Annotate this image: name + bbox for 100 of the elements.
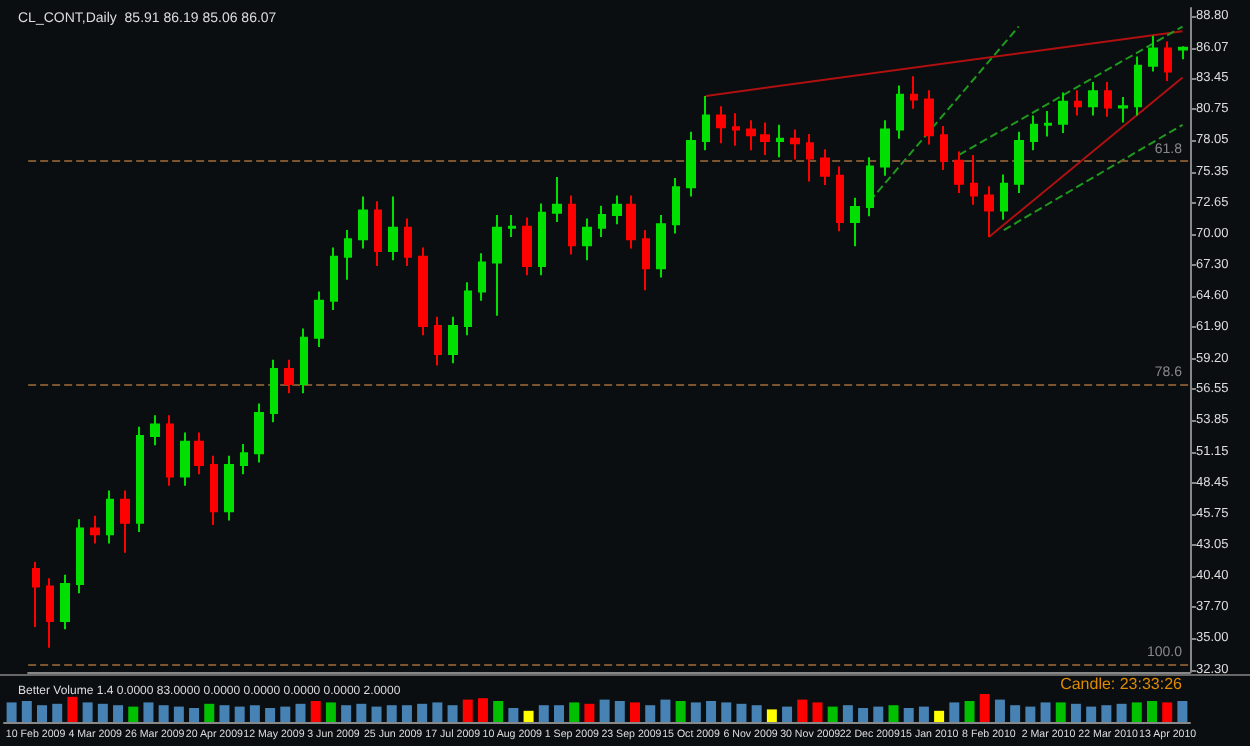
candlestick (776, 123, 784, 159)
bar (447, 705, 458, 722)
candlestick (478, 252, 486, 302)
candlestick (508, 214, 516, 239)
bar (569, 702, 580, 722)
candlestick (626, 194, 636, 250)
bar (538, 705, 549, 722)
bar (553, 705, 564, 722)
bar (37, 705, 48, 722)
candlestick (1134, 55, 1142, 117)
candlestick (568, 194, 576, 256)
candlestick (1118, 96, 1128, 124)
candlestick (284, 358, 294, 395)
candlestick (106, 489, 114, 545)
candlestick (656, 214, 666, 279)
candlestick (910, 75, 918, 110)
bar (1146, 701, 1157, 722)
bar (903, 708, 914, 722)
bar (113, 705, 124, 722)
bar (401, 705, 412, 722)
bar (934, 710, 945, 722)
candlestick (702, 94, 710, 152)
bar (325, 702, 336, 722)
bar (1116, 703, 1127, 722)
bar (219, 705, 230, 722)
bar (1025, 706, 1036, 722)
bar (477, 698, 488, 722)
candlestick (1058, 91, 1068, 134)
candlestick (166, 414, 174, 487)
bar (173, 706, 184, 722)
candlestick (538, 202, 546, 277)
candlestick (1104, 81, 1112, 118)
bar (797, 699, 808, 722)
bar (189, 708, 200, 722)
candlestick (552, 175, 562, 224)
candlestick (598, 204, 606, 239)
bar (234, 706, 245, 722)
bar (82, 702, 93, 722)
candlestick (1044, 109, 1052, 138)
candlestick (820, 148, 830, 186)
candlestick (1088, 81, 1098, 117)
candlestick (970, 153, 978, 206)
candlestick (716, 105, 726, 145)
candlestick (330, 246, 338, 311)
candlestick (924, 89, 934, 146)
candlestick (150, 414, 160, 447)
bar (67, 696, 78, 722)
candlestick (1178, 45, 1188, 61)
candlestick (90, 514, 100, 545)
candlestick (746, 119, 756, 152)
bar (918, 706, 929, 722)
bar (1070, 703, 1081, 722)
bar (751, 705, 762, 722)
candlestick (836, 165, 844, 233)
candlestick (300, 327, 308, 395)
candlestick (120, 489, 130, 554)
bar (508, 708, 519, 722)
bar (432, 702, 443, 722)
candlestick (806, 133, 814, 183)
bar (1101, 705, 1112, 722)
bar (964, 701, 975, 722)
bar (295, 703, 306, 722)
candlestick (940, 124, 948, 171)
candlestick (254, 402, 264, 464)
candlestick (850, 196, 860, 248)
candlestick (1148, 34, 1158, 73)
bar (858, 708, 869, 722)
bar (386, 705, 397, 722)
bar (645, 705, 656, 722)
bar (265, 708, 276, 722)
candlestick (404, 217, 412, 267)
bar (782, 706, 793, 722)
bar (1162, 702, 1173, 722)
bar (128, 706, 139, 722)
bar (1040, 702, 1051, 722)
candlestick (880, 119, 890, 177)
candlestick (954, 150, 964, 195)
candlestick (224, 454, 234, 522)
candlestick (374, 200, 382, 267)
bar (888, 705, 899, 722)
candlestick (448, 315, 458, 365)
bar (371, 706, 382, 722)
candlestick (136, 425, 144, 534)
candlestick (1164, 40, 1172, 82)
candlestick (210, 454, 218, 527)
bar (1010, 705, 1021, 722)
bar (766, 709, 777, 722)
candlestick (1000, 173, 1008, 221)
candlestick (612, 194, 622, 226)
bar (158, 705, 169, 722)
candlestick (418, 246, 428, 337)
bar (280, 706, 291, 722)
bar (356, 703, 367, 722)
candlestick (464, 281, 472, 337)
candlestick (522, 216, 532, 277)
bar (630, 702, 641, 722)
candlestick (672, 177, 680, 235)
bar (1177, 701, 1188, 722)
candlestick (434, 315, 442, 367)
bar (493, 701, 504, 722)
